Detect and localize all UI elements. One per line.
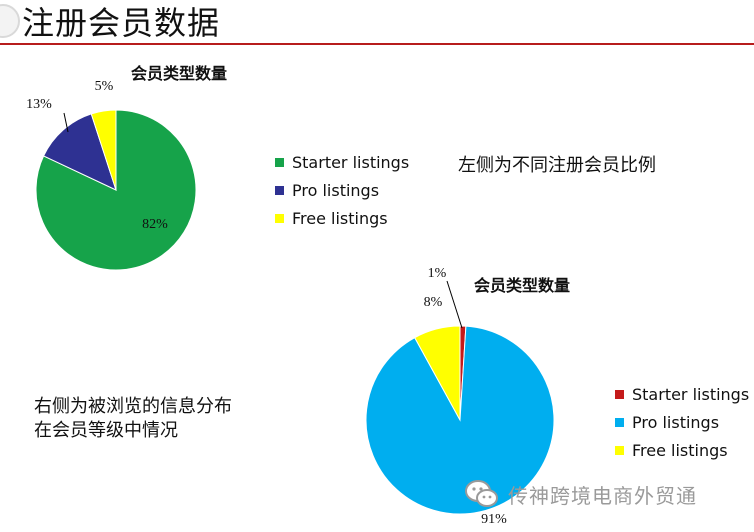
chart2-data-label-2: 8%	[424, 295, 443, 310]
chart2-legend-starter: Starter listings	[615, 380, 749, 408]
chart2-legend: Starter listings Pro listings Free listi…	[615, 380, 749, 464]
chart2-legend-starter-label: Starter listings	[632, 384, 750, 404]
chart2-legend-starter-swatch	[615, 389, 624, 399]
chart2-legend-pro: Pro listings	[615, 408, 749, 436]
chart2-data-label-0: 1%	[428, 266, 447, 281]
chart2-legend-free: Free listings	[615, 436, 749, 464]
chart2-slice-2	[414, 325, 461, 421]
chart1-legend-free-swatch	[275, 213, 284, 223]
chart1-legend-starter-label: Starter listings	[292, 152, 410, 172]
chart2-legend-free-label: Free listings	[632, 440, 728, 460]
footer-text: 传神跨境电商外贸通	[508, 483, 697, 508]
chart1-slice-2	[90, 109, 117, 191]
wechat-icon	[465, 480, 498, 507]
chart2-leader-0	[446, 280, 463, 329]
note-left-chart: 左侧为不同注册会员比例	[458, 155, 656, 176]
chart2-title: 会员类型数量	[474, 276, 571, 295]
note-right-chart: 右侧为被浏览的信息分布 在会员等级中情况	[34, 395, 232, 443]
chart1-legend-free-label: Free listings	[292, 208, 388, 228]
chart1-legend-starter: Starter listings	[275, 148, 409, 176]
chart1-legend: Starter listings Pro listings Free listi…	[275, 148, 409, 232]
chart2-data-label-1: 91%	[481, 512, 507, 527]
chart2-legend-pro-label: Pro listings	[632, 412, 720, 432]
chart1-title: 会员类型数量	[131, 64, 228, 83]
chart1-leader-1	[63, 112, 69, 133]
note-right-line1: 右侧为被浏览的信息分布	[34, 396, 232, 417]
note-right-line2: 在会员等级中情况	[34, 420, 178, 441]
chart1-data-label-2: 5%	[95, 79, 114, 94]
title-rule	[0, 43, 754, 45]
chart1-legend-pro: Pro listings	[275, 176, 409, 204]
chart1-legend-starter-swatch	[275, 157, 284, 167]
chart2-legend-free-swatch	[615, 445, 624, 455]
page-title: 注册会员数据	[22, 4, 221, 42]
chart1-legend-pro-label: Pro listings	[292, 180, 380, 200]
chart1-data-label-0: 82%	[142, 217, 168, 232]
chart1-data-label-1: 13%	[26, 97, 52, 112]
chart1-legend-free: Free listings	[275, 204, 409, 232]
chart1-slice-1	[42, 113, 117, 191]
footer-watermark: 传神跨境电商外贸通	[464, 478, 697, 510]
chart1-legend-pro-swatch	[275, 185, 284, 195]
chart2-legend-pro-swatch	[615, 417, 624, 427]
